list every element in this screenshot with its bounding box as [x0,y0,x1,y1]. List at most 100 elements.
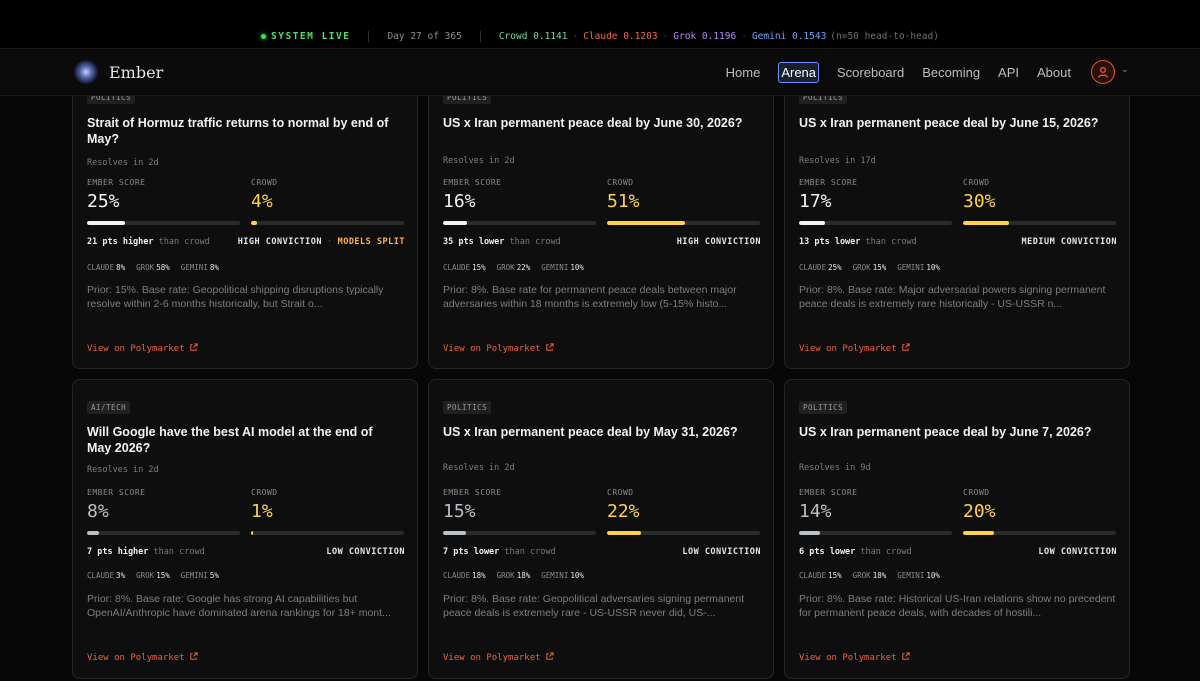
claude-label: CLAUDE [443,263,471,272]
ember-score-value: 17% [799,191,832,212]
view-on-polymarket-link[interactable]: View on Polymarket [799,652,910,663]
conviction-badge: HIGH CONVICTION · MODELS SPLIT [238,237,405,247]
market-title[interactable]: US x Iran permanent peace deal by May 31… [443,425,738,439]
conviction-label: HIGH CONVICTION [676,237,761,247]
gemini-label: GEMINI [180,571,208,580]
nav-link-home[interactable]: Home [725,64,761,80]
resolves-in: Resolves in 2d [87,158,159,168]
ember-score-bar-fill [799,531,821,535]
market-card[interactable]: POLITICS Strait of Hormuz traffic returns… [72,70,418,369]
view-on-polymarket-link[interactable]: View on Polymarket [87,343,198,354]
conviction-label: HIGH CONVICTION [237,237,322,247]
difference-points: 13 pts lower [799,237,861,247]
than-crowd-label: than crowd [153,547,205,557]
view-on-polymarket-link[interactable]: View on Polymarket [443,343,554,354]
nav-link-about[interactable]: About [1037,64,1071,80]
view-on-polymarket-label: View on Polymarket [443,344,541,354]
ember-score-bar-fill [443,221,468,225]
ember-score-label: EMBER SCORE [443,488,502,497]
conviction-badge: MEDIUM CONVICTION [1022,237,1118,247]
view-on-polymarket-link[interactable]: View on Polymarket [799,343,910,354]
ember-score-value: 15% [443,501,476,522]
resolves-in: Resolves in 2d [443,463,515,473]
ember-score-bar [799,531,952,535]
ember-score-bar-fill [87,221,126,225]
system-status-label: SYSTEM LIVE [271,31,351,42]
market-card[interactable]: AI/TECH Will Google have the best AI mode… [72,379,418,679]
ember-score-label: EMBER SCORE [799,488,858,497]
crowd-bar [251,531,404,535]
grok-score: Grok 0.1196 [673,31,737,42]
claude-label: CLAUDE [799,571,827,580]
grok-label: GROK [852,571,871,580]
resolves-in: Resolves in 9d [799,463,871,473]
gemini-prediction: 10% [926,571,940,580]
nav-link-scoreboard[interactable]: Scoreboard [837,64,905,80]
crowd-bar [963,531,1116,535]
prior-rationale: Prior: 8%. Base rate: Geopolitical adver… [443,593,745,619]
crowd-bar-fill [251,531,253,535]
market-title[interactable]: US x Iran permanent peace deal by June 3… [443,116,743,130]
conviction-label: MEDIUM CONVICTION [1021,237,1117,247]
external-link-icon [541,652,554,663]
conviction-label: LOW CONVICTION [326,547,405,557]
gemini-label: GEMINI [541,263,569,272]
conviction-label: LOW CONVICTION [1038,547,1117,557]
crowd-value: 51% [607,191,640,212]
score-difference: 6 pts lower than crowd LOW CONVICTION [799,547,1117,557]
grok-label: GROK [136,571,155,580]
grok-label: GROK [496,571,515,580]
ember-score-value: 25% [87,191,120,212]
grok-label: GROK [136,263,155,272]
nav-link-becoming[interactable]: Becoming [922,64,981,80]
user-avatar[interactable] [1091,60,1115,84]
ember-logo-icon[interactable] [74,60,98,84]
ember-score-value: 8% [87,501,109,522]
view-on-polymarket-link[interactable]: View on Polymarket [87,652,198,663]
nav-link-arena[interactable]: Arena [778,61,820,83]
crowd-bar-fill [963,221,1009,225]
score-difference: 13 pts lower than crowd MEDIUM CONVICTION [799,237,1117,247]
ember-score-bar-fill [799,221,825,225]
score-difference: 21 pts higher than crowd HIGH CONVICTION ·… [87,237,405,247]
category-tag: POLITICS [443,401,492,414]
prior-rationale: Prior: 8%. Base rate: Historical US-Iran… [799,593,1116,619]
chevron-down-icon[interactable]: ⌄ [1121,64,1129,74]
claude-prediction: 3% [116,571,126,580]
crowd-score: Crowd 0.1141 [498,31,568,42]
than-crowd-label: than crowd [509,237,561,247]
market-card[interactable]: POLITICS US x Iran permanent peace deal b… [428,70,774,369]
market-title[interactable]: US x Iran permanent peace deal by June 7… [799,425,1092,439]
market-title[interactable]: Strait of Hormuz traffic returns to norm… [87,116,389,146]
claude-score: Claude 0.1203 [583,31,658,42]
gemini-prediction: 10% [926,263,940,272]
crowd-bar-fill [251,221,258,225]
external-link-icon [541,343,554,354]
model-predictions: CLAUDE 18% GROK 18% GEMINI 10% [443,571,595,580]
view-on-polymarket-label: View on Polymarket [799,344,897,354]
live-dot-icon [261,34,267,39]
market-card[interactable]: POLITICS US x Iran permanent peace deal b… [784,70,1130,369]
nav-link-api[interactable]: API [998,64,1020,80]
gemini-prediction: 10% [570,263,584,272]
crowd-label: CROWD [251,178,278,187]
claude-prediction: 8% [116,263,126,272]
claude-label: CLAUDE [87,263,115,272]
claude-label: CLAUDE [87,571,115,580]
brand-name[interactable]: Ember [109,63,164,82]
crowd-value: 20% [963,501,996,522]
gemini-prediction: 10% [570,571,584,580]
external-link-icon [185,652,198,663]
conviction-badge: HIGH CONVICTION [677,237,761,247]
crowd-label: CROWD [963,488,990,497]
market-card[interactable]: POLITICS US x Iran permanent peace deal b… [428,379,774,679]
crowd-value: 1% [251,501,273,522]
market-title[interactable]: US x Iran permanent peace deal by June 1… [799,116,1099,130]
market-title[interactable]: Will Google have the best AI model at th… [87,425,373,455]
market-card[interactable]: POLITICS US x Iran permanent peace deal b… [784,379,1130,679]
view-on-polymarket-label: View on Polymarket [87,344,185,354]
ember-score-bar [443,221,596,225]
difference-points: 35 pts lower [443,237,505,247]
view-on-polymarket-link[interactable]: View on Polymarket [443,652,554,663]
